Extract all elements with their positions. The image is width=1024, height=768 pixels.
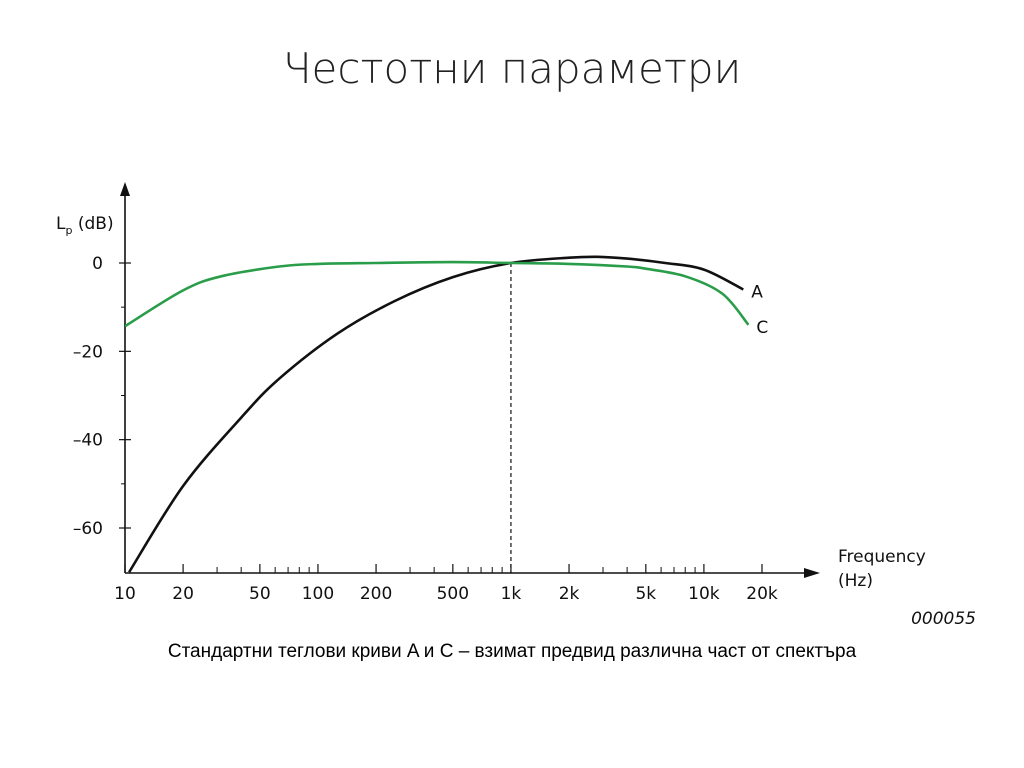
series-line-a (127, 255, 744, 573)
y-axis-arrow (120, 182, 130, 196)
x-tick-label: 5k (635, 584, 656, 604)
x-tick-label: 10k (688, 584, 720, 604)
x-tick-label: 200 (360, 584, 392, 604)
x-axis-title: Frequency (Hz) (838, 547, 926, 591)
x-tick-label: 20 (172, 584, 194, 604)
chart-ticks (119, 262, 763, 573)
chart: 10 20 50 100 200 500 1k 2k 5k 10k 20k 0 –20 –40 –60 AC… (56, 182, 976, 629)
y-tick-label: –20 (73, 342, 103, 362)
x-tick-label: 10 (114, 584, 136, 604)
series-label-a: A (751, 283, 763, 303)
x-axis-arrow (804, 568, 820, 578)
figure-id: 000055 (911, 609, 976, 629)
y-tick-label: –60 (73, 519, 103, 539)
x-tick-label: 50 (249, 584, 271, 604)
series-line-c (125, 260, 750, 328)
chart-tick-labels: 10 20 50 100 200 500 1k 2k 5k 10k 20k 0 –20 –40 –60 (73, 254, 778, 604)
x-tick-label: 500 (437, 584, 469, 604)
x-tick-label: 1k (501, 584, 522, 604)
y-tick-label: 0 (92, 254, 103, 274)
series-label-c: C (756, 318, 768, 338)
chart-axes (120, 182, 820, 578)
x-axis-title-line: Frequency (838, 547, 926, 567)
caption: Стандартни теглови криви A и C – взимат … (167, 641, 857, 662)
x-tick-label: 100 (302, 584, 334, 604)
y-axis-title-sub: p (65, 224, 72, 237)
slide-title: Честотни параметри (282, 44, 742, 93)
x-tick-label: 2k (559, 584, 580, 604)
y-axis-title-main: L (56, 214, 66, 234)
x-tick-label: 20k (746, 584, 778, 604)
y-axis-title: Lp (dB) (56, 214, 114, 237)
y-axis-title-unit: (dB) (72, 214, 113, 234)
x-axis-title-line: (Hz) (838, 571, 873, 591)
y-tick-label: –40 (73, 431, 103, 451)
chart-series: AC (125, 255, 768, 573)
